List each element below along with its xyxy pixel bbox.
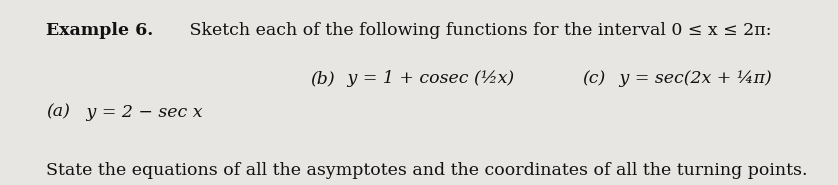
Text: (a): (a)	[46, 104, 70, 121]
Text: Sketch each of the following functions for the interval 0 ≤ x ≤ 2π:: Sketch each of the following functions f…	[184, 22, 772, 39]
Text: y = sec(2x + ¼π): y = sec(2x + ¼π)	[614, 70, 772, 87]
Text: (b): (b)	[310, 70, 334, 87]
Text: y = 2 − sec x: y = 2 − sec x	[81, 104, 203, 121]
Text: (c): (c)	[582, 70, 606, 87]
Text: State the equations of all the asymptotes and the coordinates of all the turning: State the equations of all the asymptote…	[46, 162, 808, 179]
Text: Example 6.: Example 6.	[46, 22, 153, 39]
Text: y = 1 + cosec (½x): y = 1 + cosec (½x)	[342, 70, 514, 87]
